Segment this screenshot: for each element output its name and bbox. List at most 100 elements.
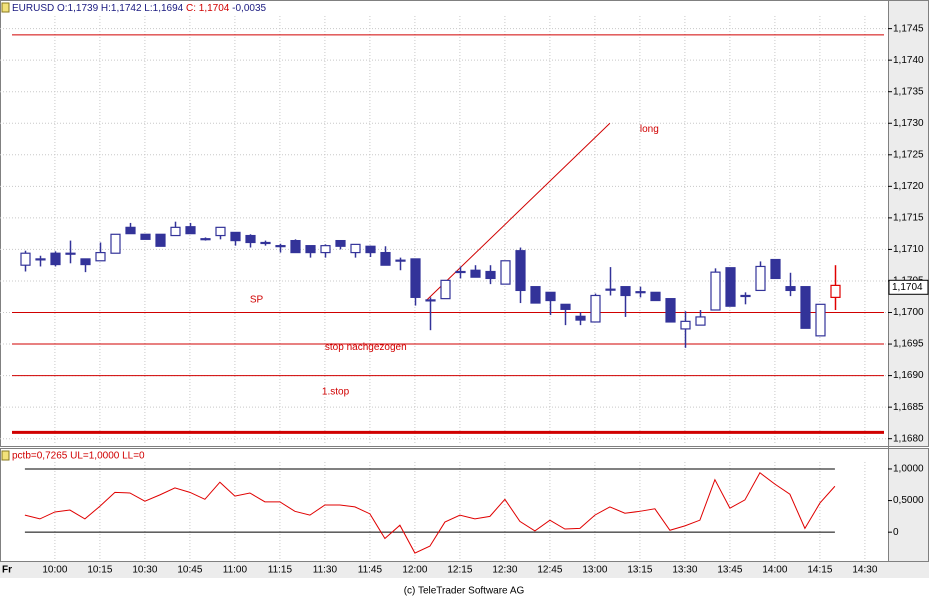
candle-body bbox=[605, 288, 616, 291]
y-tick-label: 1,1730 bbox=[893, 118, 924, 129]
y-tick-label: 0 bbox=[893, 527, 899, 538]
candle-body bbox=[65, 252, 76, 255]
x-tick-label: 10:00 bbox=[42, 565, 67, 576]
x-tick-label: 13:15 bbox=[627, 565, 652, 576]
candle-body bbox=[635, 291, 646, 294]
candle-body bbox=[80, 258, 91, 266]
symbol-icon bbox=[1, 2, 10, 13]
candle-body bbox=[50, 252, 61, 266]
last-price-label: 1,1704 bbox=[892, 282, 923, 293]
y-tick-label: 1,1680 bbox=[893, 433, 924, 444]
time-axis-bg bbox=[0, 562, 929, 578]
candle-body bbox=[770, 258, 781, 280]
indicator-line bbox=[24, 472, 836, 554]
candle-body bbox=[110, 233, 121, 254]
candle-body bbox=[620, 286, 631, 297]
candle-body bbox=[425, 299, 436, 302]
x-tick-label: 12:30 bbox=[492, 565, 517, 576]
candle-body bbox=[245, 234, 256, 244]
y-tick-label: 1,1715 bbox=[893, 213, 924, 224]
candle-body bbox=[200, 238, 211, 241]
candle-body bbox=[740, 294, 751, 298]
y-tick-label: 1,1745 bbox=[893, 23, 924, 34]
y-tick-label: 1,1685 bbox=[893, 402, 924, 413]
x-tick-label: 11:15 bbox=[268, 565, 293, 576]
candle-body bbox=[305, 245, 316, 254]
candle-body bbox=[665, 298, 676, 323]
indicator-title: pctb=0,7265 UL=1,0000 LL=0 bbox=[12, 451, 145, 462]
title-close: C: 1,1704 bbox=[186, 3, 230, 14]
candle-body bbox=[155, 233, 166, 247]
candle-body bbox=[500, 260, 511, 285]
indicator-icon bbox=[1, 450, 10, 461]
candle-body bbox=[800, 286, 811, 329]
candle-body bbox=[380, 251, 391, 266]
candle-body bbox=[185, 226, 196, 235]
day-label: Fr bbox=[2, 565, 12, 576]
y-tick-label: 1,1700 bbox=[893, 307, 924, 318]
y-tick-label: 1,0000 bbox=[893, 464, 924, 475]
y-tick-label: 1,1735 bbox=[893, 86, 924, 97]
candle-body bbox=[815, 303, 826, 337]
y-tick-label: 1,1710 bbox=[893, 244, 924, 255]
annotation: long bbox=[640, 124, 659, 135]
trend-line bbox=[426, 122, 611, 301]
y-tick-label: 1,1695 bbox=[893, 339, 924, 350]
x-tick-label: 14:30 bbox=[852, 565, 877, 576]
candle-body bbox=[650, 291, 661, 302]
chart-title: EURUSD O:1,1739 H:1,1742 L:1,1694 C: 1,1… bbox=[12, 3, 267, 14]
candle-body bbox=[350, 243, 361, 254]
footer: (c) TeleTrader Software AG bbox=[404, 586, 525, 597]
title-change: -0,0035 bbox=[232, 3, 266, 14]
x-tick-label: 13:45 bbox=[717, 565, 742, 576]
annotation: SP bbox=[250, 295, 264, 306]
candle-body bbox=[530, 286, 541, 304]
price-axis-bg bbox=[888, 0, 929, 447]
x-tick-label: 12:45 bbox=[537, 565, 562, 576]
x-tick-label: 10:30 bbox=[132, 565, 157, 576]
candle-body bbox=[365, 245, 376, 254]
annotation: stop nachgezogen bbox=[325, 342, 407, 353]
candle-body bbox=[455, 270, 466, 274]
candle-body bbox=[755, 265, 766, 292]
candle-body bbox=[395, 259, 406, 262]
candle-body bbox=[290, 239, 301, 254]
y-tick-label: 1,1725 bbox=[893, 149, 924, 160]
x-tick-label: 11:00 bbox=[223, 565, 248, 576]
candle-body bbox=[785, 286, 796, 292]
annotation: 1.stop bbox=[322, 387, 350, 398]
candle-body bbox=[725, 267, 736, 307]
y-tick-label: 1,1690 bbox=[893, 370, 924, 381]
candle-body bbox=[320, 245, 331, 254]
candle-body bbox=[545, 291, 556, 302]
candle-body bbox=[515, 250, 526, 292]
candle-body bbox=[680, 320, 691, 330]
candle-body bbox=[170, 226, 181, 237]
candle-body bbox=[830, 284, 841, 298]
y-tick-label: 1,1740 bbox=[893, 55, 924, 66]
candle-body bbox=[710, 271, 721, 311]
candle-body bbox=[20, 252, 31, 266]
y-tick-label: 1,1720 bbox=[893, 181, 924, 192]
candle-body bbox=[140, 233, 151, 240]
candle-body bbox=[275, 245, 286, 248]
candle-body bbox=[230, 231, 241, 242]
x-tick-label: 14:00 bbox=[762, 565, 787, 576]
candle-body bbox=[485, 270, 496, 280]
title-ohl: EURUSD O:1,1739 H:1,1742 L:1,1694 bbox=[12, 3, 184, 14]
x-tick-label: 11:45 bbox=[358, 565, 383, 576]
candle-body bbox=[560, 303, 571, 310]
candle-body bbox=[590, 294, 601, 323]
x-tick-label: 10:45 bbox=[177, 565, 202, 576]
x-tick-label: 14:15 bbox=[807, 565, 832, 576]
x-tick-label: 12:00 bbox=[402, 565, 427, 576]
x-tick-label: 12:15 bbox=[447, 565, 472, 576]
candle-body bbox=[695, 316, 706, 326]
x-tick-label: 13:30 bbox=[672, 565, 697, 576]
candle-body bbox=[410, 258, 421, 298]
candle-body bbox=[125, 226, 136, 235]
candle-body bbox=[440, 279, 451, 300]
y-tick-label: 0,5000 bbox=[893, 495, 924, 506]
